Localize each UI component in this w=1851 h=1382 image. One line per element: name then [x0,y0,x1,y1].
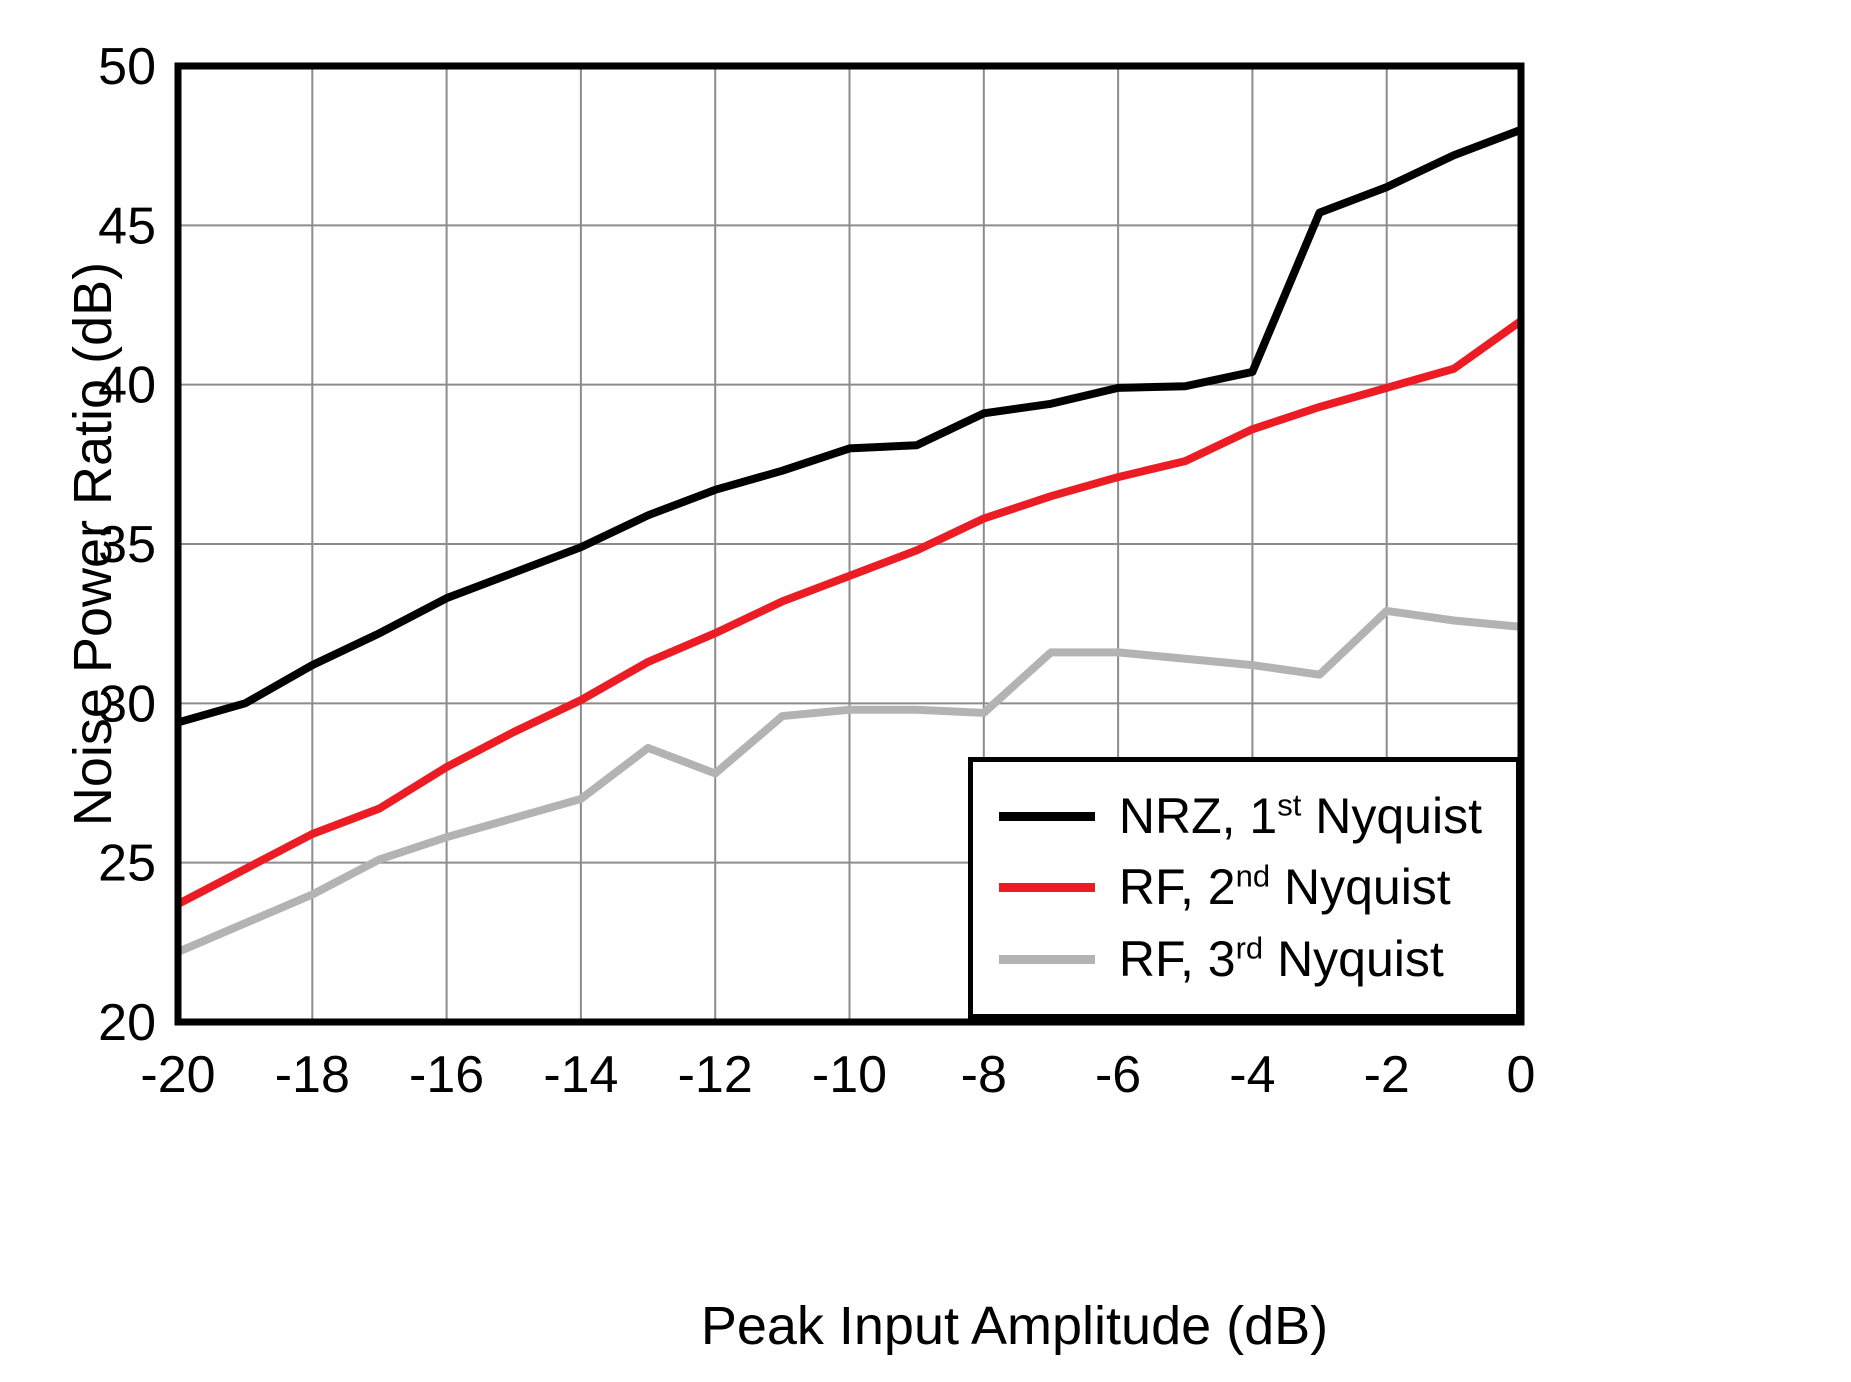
legend-line-swatch [998,811,1095,821]
legend-item: RF, 2nd Nyquist [998,858,1482,917]
legend-item: RF, 3rd Nyquist [998,929,1482,989]
legend-line-swatch [998,883,1095,893]
y-axis-label: Noise Power Ratio (dB) [63,261,123,827]
legend-label: RF, 3rd Nyquist [1118,929,1444,987]
x-tick-label: -20 [140,1046,215,1104]
series-line-rf-2nd-nyquist [176,317,1524,908]
x-tick-label: -16 [409,1046,484,1104]
x-tick-label: -12 [678,1046,753,1104]
x-tick-label: 0 [1507,1046,1536,1104]
x-tick-label: -8 [961,1046,1007,1104]
y-tick-label: 25 [98,835,156,893]
y-tick-label: 35 [98,516,156,574]
x-tick-label: -18 [275,1046,350,1104]
y-tick-label: 40 [98,357,156,415]
legend-line-swatch [998,954,1095,964]
x-tick-label: -4 [1229,1046,1275,1104]
x-tick-label: -2 [1364,1046,1410,1104]
y-tick-label: 50 [98,38,156,96]
x-tick-label: -14 [543,1046,618,1104]
x-tick-label: -6 [1095,1046,1141,1104]
x-tick-label: -10 [812,1046,887,1104]
plot-border [174,62,1525,1026]
legend: NRZ, 1st Nyquist RF, 2nd Nyquist RF, 3rd N… [967,756,1521,1019]
legend-label: NRZ, 1st Nyquist [1118,786,1482,844]
x-axis-label: Peak Input Amplitude (dB) [700,1296,1329,1356]
y-tick-label: 20 [98,994,156,1052]
series-line-rf-3rd-nyquist [176,606,1522,956]
legend-label: RF, 2nd Nyquist [1118,858,1451,915]
y-tick-label: 30 [98,675,156,733]
legend-item: NRZ, 1st Nyquist [998,786,1482,846]
y-tick-label: 45 [98,197,156,255]
series-line-nrz-1st-nyquist [176,125,1523,727]
